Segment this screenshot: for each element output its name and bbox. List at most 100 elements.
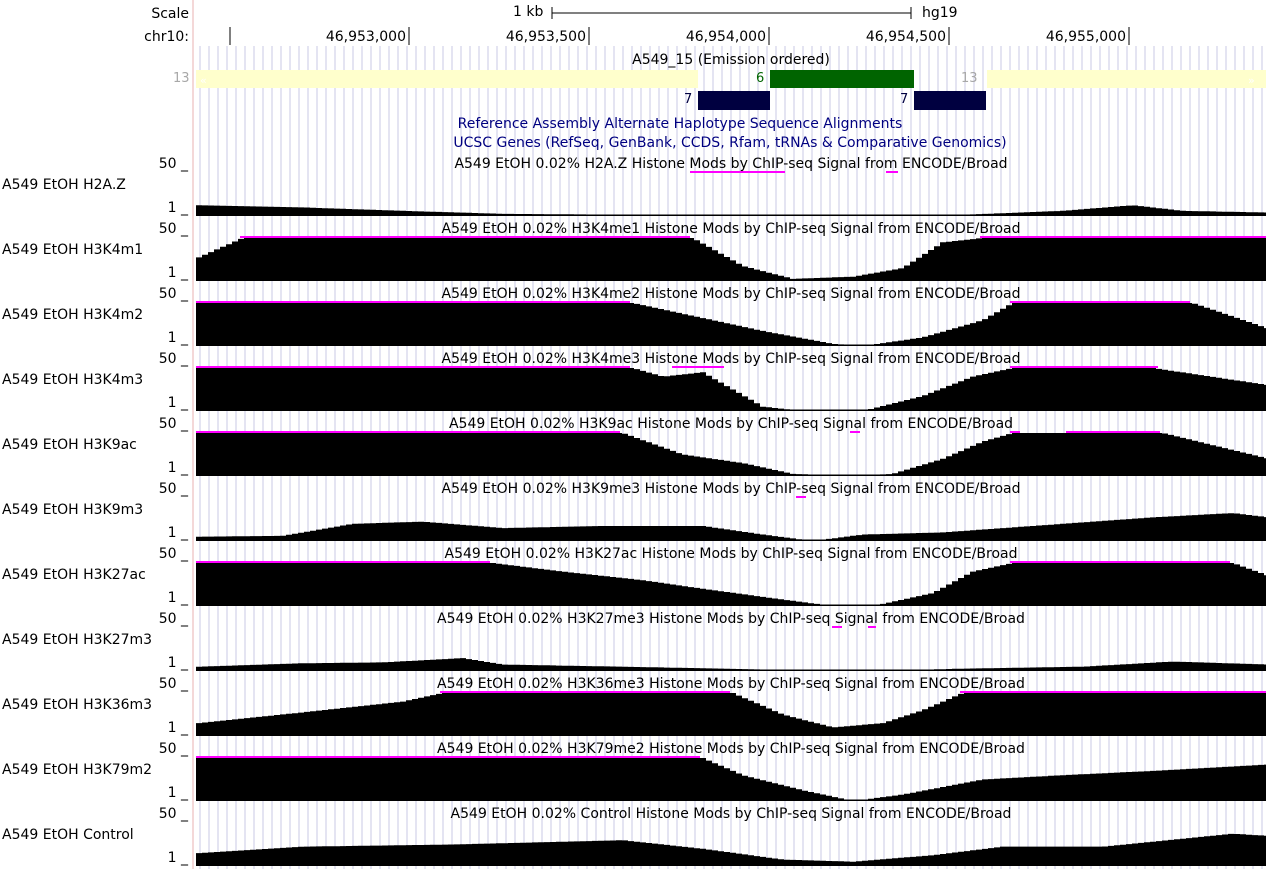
axis-max-label: 50 _ <box>158 351 188 367</box>
clipped-signal-marker <box>440 691 730 693</box>
clipped-signal-marker <box>196 756 700 758</box>
clipped-signal-marker <box>868 626 876 628</box>
signal-wiggle <box>196 513 1266 541</box>
signal-track-label[interactable]: A549 EtOH H3K27ac <box>2 567 146 583</box>
signal-wiggle <box>196 563 1266 606</box>
chromosome-label: chr10: <box>144 29 189 45</box>
left-arrow-icon: « <box>200 74 207 87</box>
state-label: 13 <box>961 71 978 86</box>
clipped-signal-marker <box>1010 366 1158 368</box>
signal-track-title[interactable]: A549 EtOH 0.02% H3K36me3 Histone Mods by… <box>437 676 1025 692</box>
state-label: 13 <box>173 71 190 86</box>
state-label: 7 <box>684 92 693 107</box>
signal-track-label[interactable]: A549 EtOH H3K9m3 <box>2 502 144 518</box>
signal-track-label[interactable]: A549 EtOH H3K79m2 <box>2 762 153 778</box>
position-label: 46,954,500 <box>865 29 946 45</box>
axis-min-label: 1 _ <box>167 525 188 541</box>
clipped-signal-marker <box>832 626 842 628</box>
signal-wiggle <box>196 433 1266 476</box>
signal-track-label[interactable]: A549 EtOH Control <box>2 827 134 843</box>
signal-track-label[interactable]: A549 EtOH H3K4m3 <box>2 372 144 388</box>
clipped-signal-marker <box>196 301 630 303</box>
signal-track-title[interactable]: A549 EtOH 0.02% H3K27ac Histone Mods by … <box>444 546 1018 562</box>
axis-min-label: 1 _ <box>167 720 188 736</box>
axis-max-label: 50 _ <box>158 546 188 562</box>
signal-track-label[interactable]: A549 EtOH H3K4m1 <box>2 242 144 258</box>
scale-label: Scale <box>151 6 189 22</box>
signal-track-title[interactable]: A549 EtOH 0.02% H2A.Z Histone Mods by Ch… <box>454 156 1008 172</box>
clipped-signal-marker <box>1010 301 1190 303</box>
signal-track-title[interactable]: A549 EtOH 0.02% Control Histone Mods by … <box>450 806 1012 822</box>
signal-track-label[interactable]: A549 EtOH H3K4m2 <box>2 307 144 323</box>
axis-max-label: 50 _ <box>158 481 188 497</box>
position-label: 46,954,000 <box>685 29 766 45</box>
axis-max-label: 50 _ <box>158 611 188 627</box>
signal-track-title[interactable]: A549 EtOH 0.02% H3K79me2 Histone Mods by… <box>437 741 1025 757</box>
axis-min-label: 1 _ <box>167 460 188 476</box>
chromhmm-state-block <box>914 91 986 110</box>
axis-min-label: 1 _ <box>167 330 188 346</box>
signal-track-title[interactable]: A549 EtOH 0.02% H3K9ac Histone Mods by C… <box>448 416 1014 432</box>
signal-track-title[interactable]: A549 EtOH 0.02% H3K4me2 Histone Mods by … <box>441 286 1021 302</box>
state-label: 6 <box>756 71 765 86</box>
clipped-signal-marker <box>672 366 724 368</box>
axis-min-label: 1 _ <box>167 265 188 281</box>
signal-track-label[interactable]: A549 EtOH H2A.Z <box>2 177 126 193</box>
chromhmm-state-block <box>196 70 698 88</box>
signal-wiggle <box>196 303 1266 346</box>
scale-bar-label: 1 kb <box>513 4 544 20</box>
signal-wiggle <box>196 205 1266 216</box>
clipped-signal-marker <box>1066 431 1160 433</box>
clipped-signal-marker <box>850 431 860 433</box>
axis-max-label: 50 _ <box>158 221 188 237</box>
signal-track-label[interactable]: A549 EtOH H3K9ac <box>2 437 137 453</box>
clipped-signal-marker <box>1010 561 1230 563</box>
position-label: 46,953,000 <box>325 29 406 45</box>
right-arrow-icon: » <box>1248 74 1255 87</box>
signal-wiggle <box>196 238 1266 281</box>
axis-max-label: 50 _ <box>158 806 188 822</box>
signal-wiggle <box>196 368 1266 411</box>
axis-min-label: 1 _ <box>167 395 188 411</box>
axis-max-label: 50 _ <box>158 676 188 692</box>
signal-track-title[interactable]: A549 EtOH 0.02% H3K9me3 Histone Mods by … <box>441 481 1021 497</box>
state-label: 7 <box>900 92 909 107</box>
axis-max-label: 50 _ <box>158 416 188 432</box>
clipped-signal-marker <box>1010 431 1020 433</box>
axis-max-label: 50 _ <box>158 286 188 302</box>
signal-track-label[interactable]: A549 EtOH H3K27m3 <box>2 632 153 648</box>
axis-min-label: 1 _ <box>167 785 188 801</box>
chromhmm-state-block <box>770 70 914 88</box>
signal-track-label[interactable]: A549 EtOH H3K36m3 <box>2 697 153 713</box>
signal-wiggle <box>196 693 1266 736</box>
chromhmm-state-block <box>698 91 770 110</box>
signal-wiggle <box>196 658 1266 671</box>
axis-max-label: 50 _ <box>158 156 188 172</box>
axis-min-label: 1 _ <box>167 850 188 866</box>
clipped-signal-marker <box>980 236 1266 238</box>
axis-min-label: 1 _ <box>167 200 188 216</box>
clipped-signal-marker <box>886 171 898 173</box>
signal-track-title[interactable]: A549 EtOH 0.02% H3K4me1 Histone Mods by … <box>441 221 1021 237</box>
alt-haplotype-track-title[interactable]: Reference Assembly Alternate Haplotype S… <box>457 116 903 132</box>
signal-track-title[interactable]: A549 EtOH 0.02% H3K4me3 Histone Mods by … <box>441 351 1021 367</box>
clipped-signal-marker <box>196 431 620 433</box>
clipped-signal-marker <box>196 366 630 368</box>
signal-wiggle <box>196 758 1266 801</box>
axis-min-label: 1 _ <box>167 590 188 606</box>
position-label: 46,955,000 <box>1045 29 1126 45</box>
clipped-signal-marker <box>196 561 490 563</box>
chromhmm-state-block <box>987 70 1266 88</box>
chromhmm-track-title[interactable]: A549_15 (Emission ordered) <box>632 52 830 68</box>
signal-track-title[interactable]: A549 EtOH 0.02% H3K27me3 Histone Mods by… <box>437 611 1025 627</box>
clipped-signal-marker <box>690 171 785 173</box>
clipped-signal-marker <box>960 691 1266 693</box>
axis-min-label: 1 _ <box>167 655 188 671</box>
signal-wiggle <box>196 833 1266 866</box>
clipped-signal-marker <box>796 496 806 498</box>
ucsc-genes-track-title[interactable]: UCSC Genes (RefSeq, GenBank, CCDS, Rfam,… <box>453 135 1007 151</box>
axis-max-label: 50 _ <box>158 741 188 757</box>
clipped-signal-marker <box>240 236 690 238</box>
